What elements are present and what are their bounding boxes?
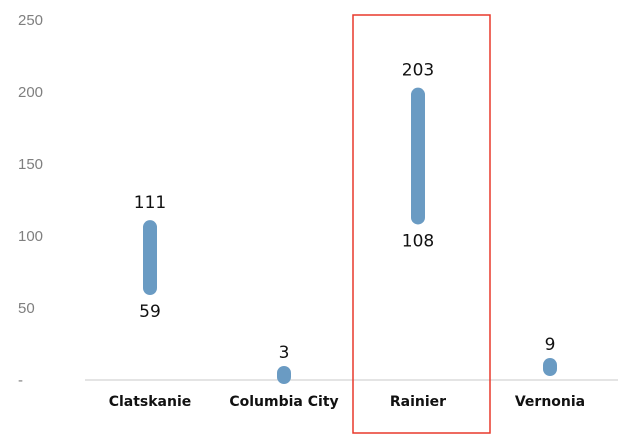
bars-layer — [143, 87, 557, 384]
labels-layer: 111 59 3 203 108 9 — [134, 61, 556, 363]
highlight-box — [352, 14, 491, 434]
y-tick-label: 50 — [18, 300, 35, 317]
x-category-label: Clatskanie — [109, 394, 192, 410]
y-tick-label: 150 — [18, 156, 43, 173]
y-tick-label: 250 — [18, 12, 43, 29]
highlight-layer — [352, 14, 491, 434]
x-category-label: Columbia City — [229, 394, 338, 410]
data-label-high: 3 — [279, 343, 290, 363]
data-label-high: 111 — [134, 193, 166, 213]
data-label-low: 59 — [139, 302, 161, 322]
y-tick-label: 100 — [18, 228, 43, 245]
data-label-high: 203 — [402, 61, 434, 81]
axis-layer: - 50 100 150 200 250 Clatskanie Columbia City Ra… — [18, 12, 618, 410]
y-tick-label: 200 — [18, 84, 43, 101]
x-category-label: Rainier — [390, 394, 446, 410]
data-label-high: 9 — [545, 335, 556, 355]
y-tick-label: - — [18, 372, 23, 389]
x-category-label: Vernonia — [515, 394, 585, 410]
data-label-low: 108 — [402, 231, 434, 251]
